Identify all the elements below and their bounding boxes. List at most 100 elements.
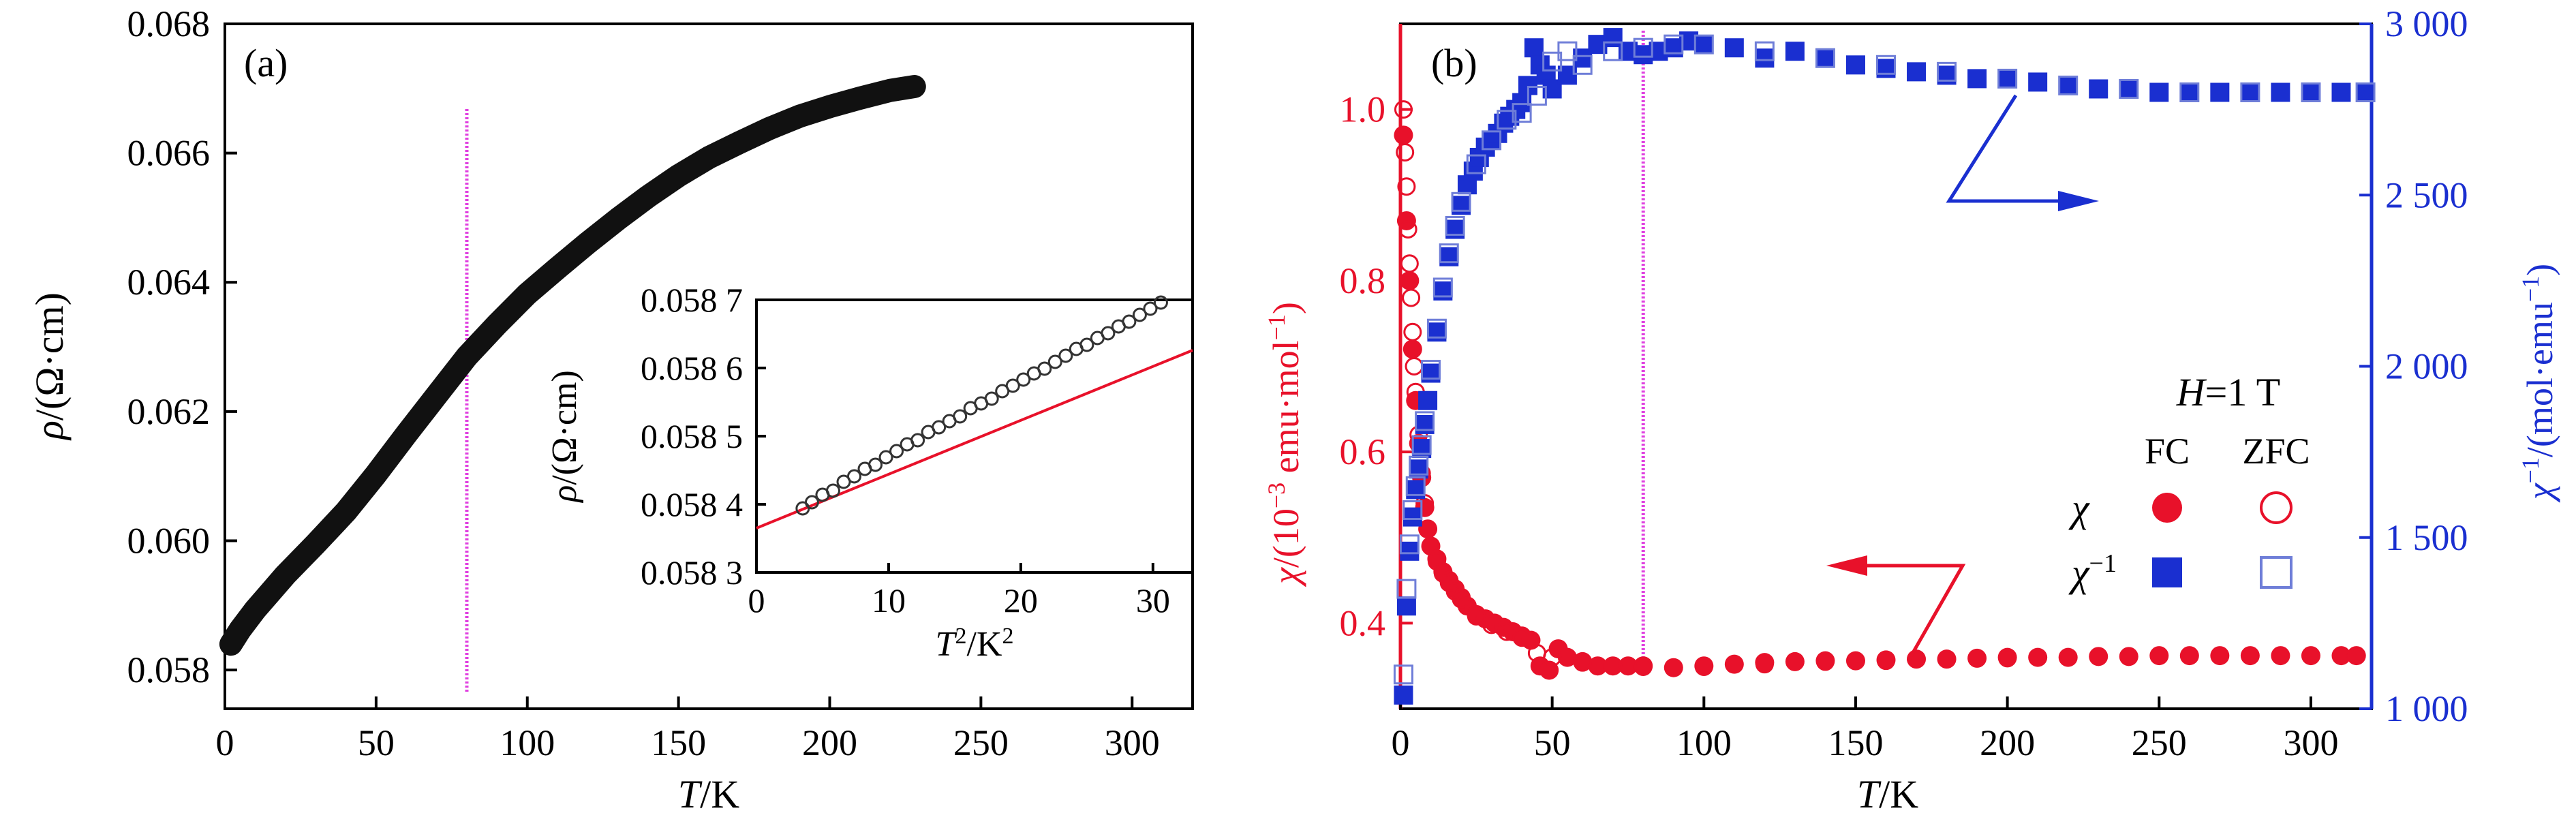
inset-data-point	[878, 450, 893, 465]
data-point-open-circle	[2241, 646, 2260, 665]
data-point-filled-square	[2089, 79, 2109, 99]
x-axis-label-a: T/K	[678, 772, 739, 816]
data-point-open-square	[1451, 191, 1471, 212]
x-tick-label: 0	[216, 722, 234, 763]
y-tick-label: 0.068	[127, 3, 211, 44]
data-point-open-square	[1815, 48, 1835, 68]
y-tick-label: 0.060	[127, 520, 211, 561]
data-point-open-circle	[1512, 628, 1531, 647]
inset-data-point	[1143, 301, 1158, 316]
data-point-open-square	[1527, 86, 1547, 106]
y-axis-label-a: ρ/(Ω·cm)	[27, 292, 72, 441]
data-point-open-square	[2058, 75, 2079, 95]
data-point-open-circle	[1815, 652, 1835, 671]
inset-data-point	[1101, 326, 1116, 341]
legend-col-fc: FC	[2145, 431, 2190, 472]
inset-data-point	[868, 457, 883, 472]
data-point-open-circle	[1497, 622, 1516, 641]
data-point-filled-square	[1755, 48, 1775, 68]
inset-data-point	[1122, 314, 1137, 329]
data-point-open-square	[1663, 34, 1684, 55]
data-point-open-square	[1482, 130, 1502, 151]
data-point-open-circle	[1397, 177, 1416, 196]
data-point-open-square	[1876, 55, 1896, 75]
data-point-open-circle	[2301, 646, 2320, 665]
data-point-open-square	[1399, 534, 1420, 555]
data-point-filled-square	[1409, 459, 1428, 479]
y-tick-label: 0.058	[127, 649, 211, 690]
data-point-filled-square	[1394, 685, 1413, 705]
arrow-head-right	[2058, 191, 2099, 211]
chart-panel-a: (a) 0 50 100 150 200 250 300 0.0580.0600.0620.…	[27, 3, 1194, 816]
data-point-filled-circle	[1603, 656, 1623, 676]
inset-data-point	[1132, 307, 1147, 322]
data-point-filled-square	[2119, 79, 2138, 99]
data-point-filled-circle	[2346, 646, 2366, 666]
data-point-filled-square	[1845, 55, 1865, 75]
data-point-open-square	[2301, 82, 2321, 102]
data-point-open-circle	[1418, 519, 1437, 538]
inset-y-tick-label: 0.058 7	[641, 281, 743, 319]
legend-marker-chi-zfc	[2260, 491, 2293, 524]
data-point-open-circle	[1604, 656, 1623, 675]
data-point-open-circle	[1482, 615, 1501, 634]
right-y-tick-label: 2 000	[2385, 346, 2468, 387]
data-point-open-circle	[1634, 657, 1653, 676]
data-point-filled-square	[1445, 219, 1465, 239]
data-point-open-circle	[1396, 142, 1415, 162]
data-point-open-square	[1396, 579, 1417, 599]
data-point-filled-square	[2331, 82, 2351, 102]
panel-label-a: (a)	[244, 41, 288, 85]
data-point-filled-square	[2271, 82, 2290, 102]
inset-data-point	[1016, 372, 1031, 387]
data-point-filled-circle	[1400, 271, 1420, 290]
inset-x-tick-label: 30	[1136, 581, 1170, 619]
inset-data-point	[932, 420, 947, 435]
data-point-open-circle	[1394, 100, 1413, 119]
data-point-open-square	[1937, 61, 1957, 82]
data-point-open-square	[2179, 82, 2200, 102]
data-point-open-square	[1633, 37, 1653, 58]
legend-marker-chi-fc	[2152, 493, 2182, 523]
data-point-filled-square	[1452, 196, 1471, 215]
data-point-open-square	[1754, 41, 1775, 61]
x-tick-label: 50	[1534, 722, 1571, 763]
data-point-filled-circle	[1724, 654, 1744, 674]
inset-y-axis-label: ρ/(Ω·cm)	[545, 370, 584, 504]
resistivity-curve	[219, 75, 926, 656]
data-point-filled-circle	[2210, 646, 2230, 666]
inset-data-point	[889, 444, 904, 459]
legend: H=1 T FC ZFC χ χ−1	[2068, 370, 2310, 595]
data-point-open-circle	[1452, 589, 1471, 609]
data-point-filled-square	[1427, 322, 1447, 342]
data-point-open-square	[1409, 455, 1429, 476]
data-point-filled-circle	[2119, 647, 2138, 666]
data-point-filled-square	[1396, 596, 1416, 616]
x-tick-label: 250	[2132, 722, 2187, 763]
data-point-open-square	[1466, 154, 1486, 174]
x-axis-label-b: T/K	[1857, 772, 1918, 816]
inset-data-point	[1153, 295, 1168, 310]
data-point-filled-circle	[1588, 656, 1608, 676]
data-point-open-square	[1421, 360, 1441, 380]
inset-y-tick-label: 0.058 5	[641, 417, 743, 455]
data-point-open-square	[1603, 41, 1623, 61]
data-point-open-square	[1393, 664, 1413, 685]
data-point-open-circle	[2347, 646, 2366, 665]
data-point-filled-square	[1412, 439, 1432, 459]
inset-y-tick-label: 0.058 6	[641, 349, 743, 387]
data-point-filled-square	[1406, 480, 1426, 500]
data-point-filled-circle	[1663, 658, 1683, 677]
data-point-open-circle	[1422, 536, 1441, 555]
data-point-filled-circle	[2149, 646, 2169, 666]
data-point-filled-circle	[1618, 656, 1638, 676]
x-tick-label: 250	[953, 722, 1009, 763]
data-point-open-square	[2119, 78, 2139, 99]
x-axis-ticks-b: 0 50 100 150 200 250 300	[1392, 696, 2338, 763]
data-point-filled-square	[1524, 38, 1544, 58]
data-point-filled-circle	[1845, 651, 1865, 671]
data-point-open-circle	[1400, 254, 1419, 273]
x-tick-label: 0	[1392, 722, 1410, 763]
data-point-open-square	[1439, 243, 1459, 264]
